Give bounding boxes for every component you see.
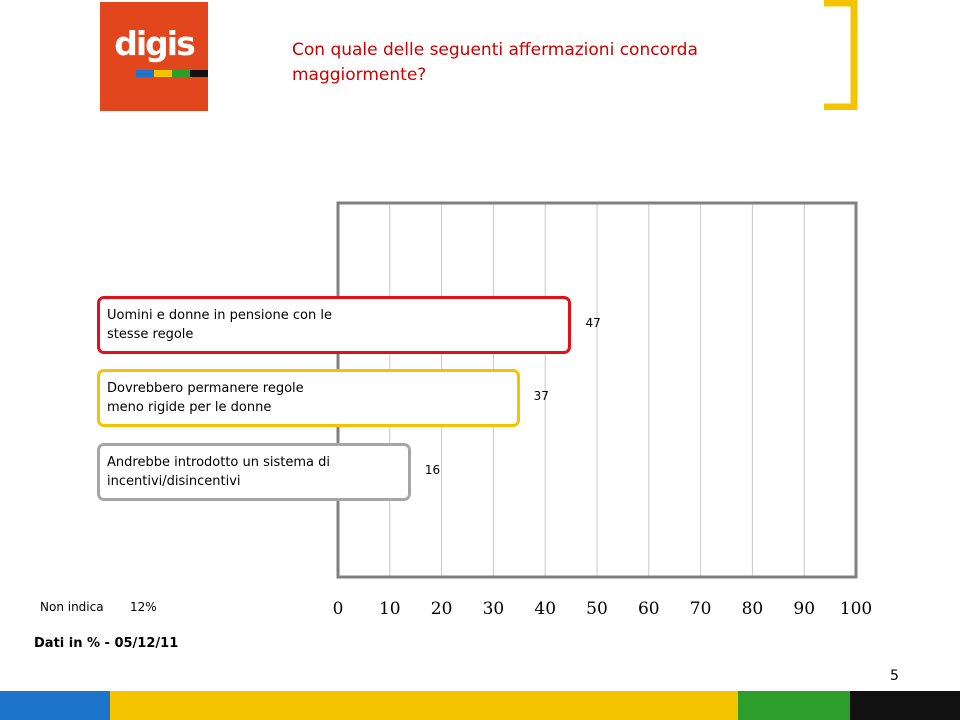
logo-text: digis: [114, 24, 196, 63]
bar-chart: 0 10 20 30 40 50 60 70 80 90 100: [333, 201, 872, 619]
x-tick-label-30: 30: [483, 599, 505, 619]
bar-value-label-2: 37: [533, 389, 549, 403]
bar-value-label-3: 16: [424, 463, 441, 477]
x-tick-label-80: 80: [742, 599, 764, 619]
x-tick-label-100: 100: [840, 599, 872, 619]
x-tick-label-50: 50: [586, 599, 608, 619]
bar-3: [97, 443, 411, 501]
non-indica-value: 12%: [130, 600, 157, 614]
logo-stripe-blue: [136, 70, 154, 77]
bottom-bar-black: [850, 691, 960, 720]
bar-1: [97, 296, 572, 354]
bar-category-label-3: Andrebbe introdotto un sistema di incent…: [107, 455, 331, 489]
logo-stripe-black: [190, 70, 208, 77]
x-tick-label-10: 10: [379, 599, 401, 619]
bottom-bar-blue: [0, 691, 110, 720]
x-tick-label-60: 60: [638, 599, 660, 619]
x-tick-label-0: 0: [333, 599, 344, 619]
page-number: 5: [890, 668, 899, 684]
bottom-bar-yellow: [110, 691, 738, 720]
x-tick-label-70: 70: [690, 599, 712, 619]
bottom-bar-green: [738, 691, 850, 720]
slide-title: Con quale delle seguenti affermazioni co…: [292, 40, 698, 85]
non-indica-label: Non indica: [40, 600, 104, 614]
x-tick-label-90: 90: [793, 599, 815, 619]
logo-stripe-yellow: [154, 70, 172, 77]
x-tick-label-40: 40: [534, 599, 556, 619]
data-note: Dati in % - 05/12/11: [34, 636, 179, 651]
digis-logo: digis: [100, 2, 208, 111]
x-tick-label-20: 20: [431, 599, 453, 619]
logo-stripe-green: [172, 70, 190, 77]
bottom-color-bar: [0, 691, 960, 720]
bar-category-label-2: Dovrebbero permanere regole meno rigide …: [107, 381, 304, 415]
bar-2: [97, 369, 520, 427]
bar-category-label-1: Uomini e donne in pensione con le stesse…: [107, 308, 332, 342]
bracket-decoration: [824, 0, 858, 110]
bar-value-label-1: 47: [585, 316, 601, 330]
logo-color-stripes: [136, 70, 208, 77]
